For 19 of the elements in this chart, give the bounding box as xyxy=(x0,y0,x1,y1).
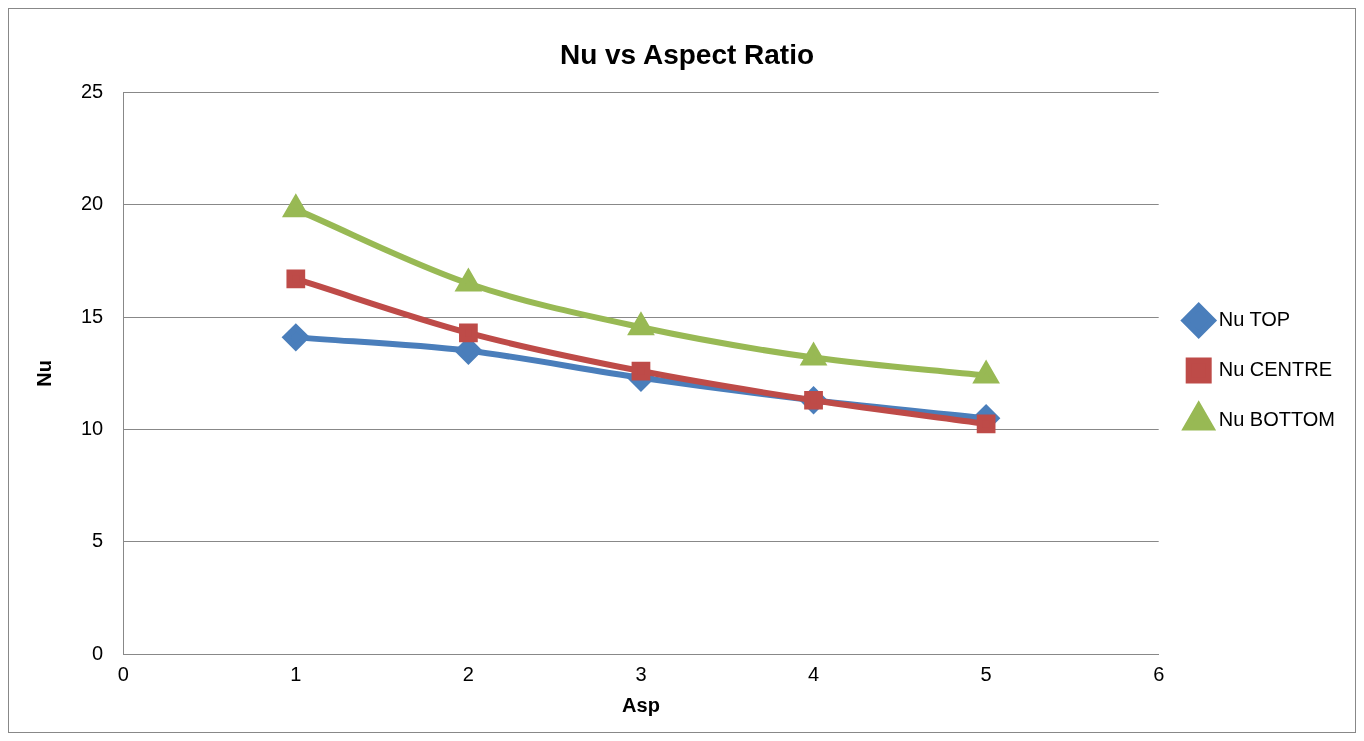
y-tick-label: 15 xyxy=(81,304,104,327)
x-tick-label: 2 xyxy=(462,662,474,685)
x-tick-label: 5 xyxy=(980,662,992,685)
chart-title: Nu vs Aspect Ratio xyxy=(559,38,815,70)
x-tick-label: 0 xyxy=(117,662,129,685)
y-tick-label: 10 xyxy=(81,416,104,439)
legend-label: Nu BOTTOM xyxy=(1218,408,1335,431)
y-tick-label: 0 xyxy=(92,641,104,664)
legend-label: Nu CENTRE xyxy=(1218,358,1333,381)
x-tick-label: 6 xyxy=(1153,662,1165,685)
x-tick-label: 3 xyxy=(635,662,647,685)
y-tick-label: 5 xyxy=(92,529,104,552)
x-axis-title: Asp xyxy=(622,693,660,716)
legend-label: Nu TOP xyxy=(1218,308,1291,331)
x-tick-label: 4 xyxy=(807,662,820,685)
x-tick-label: 1 xyxy=(290,662,302,685)
y-tick-label: 20 xyxy=(81,192,104,215)
y-axis-title: Nu xyxy=(32,359,55,387)
y-tick-label: 25 xyxy=(81,80,104,103)
